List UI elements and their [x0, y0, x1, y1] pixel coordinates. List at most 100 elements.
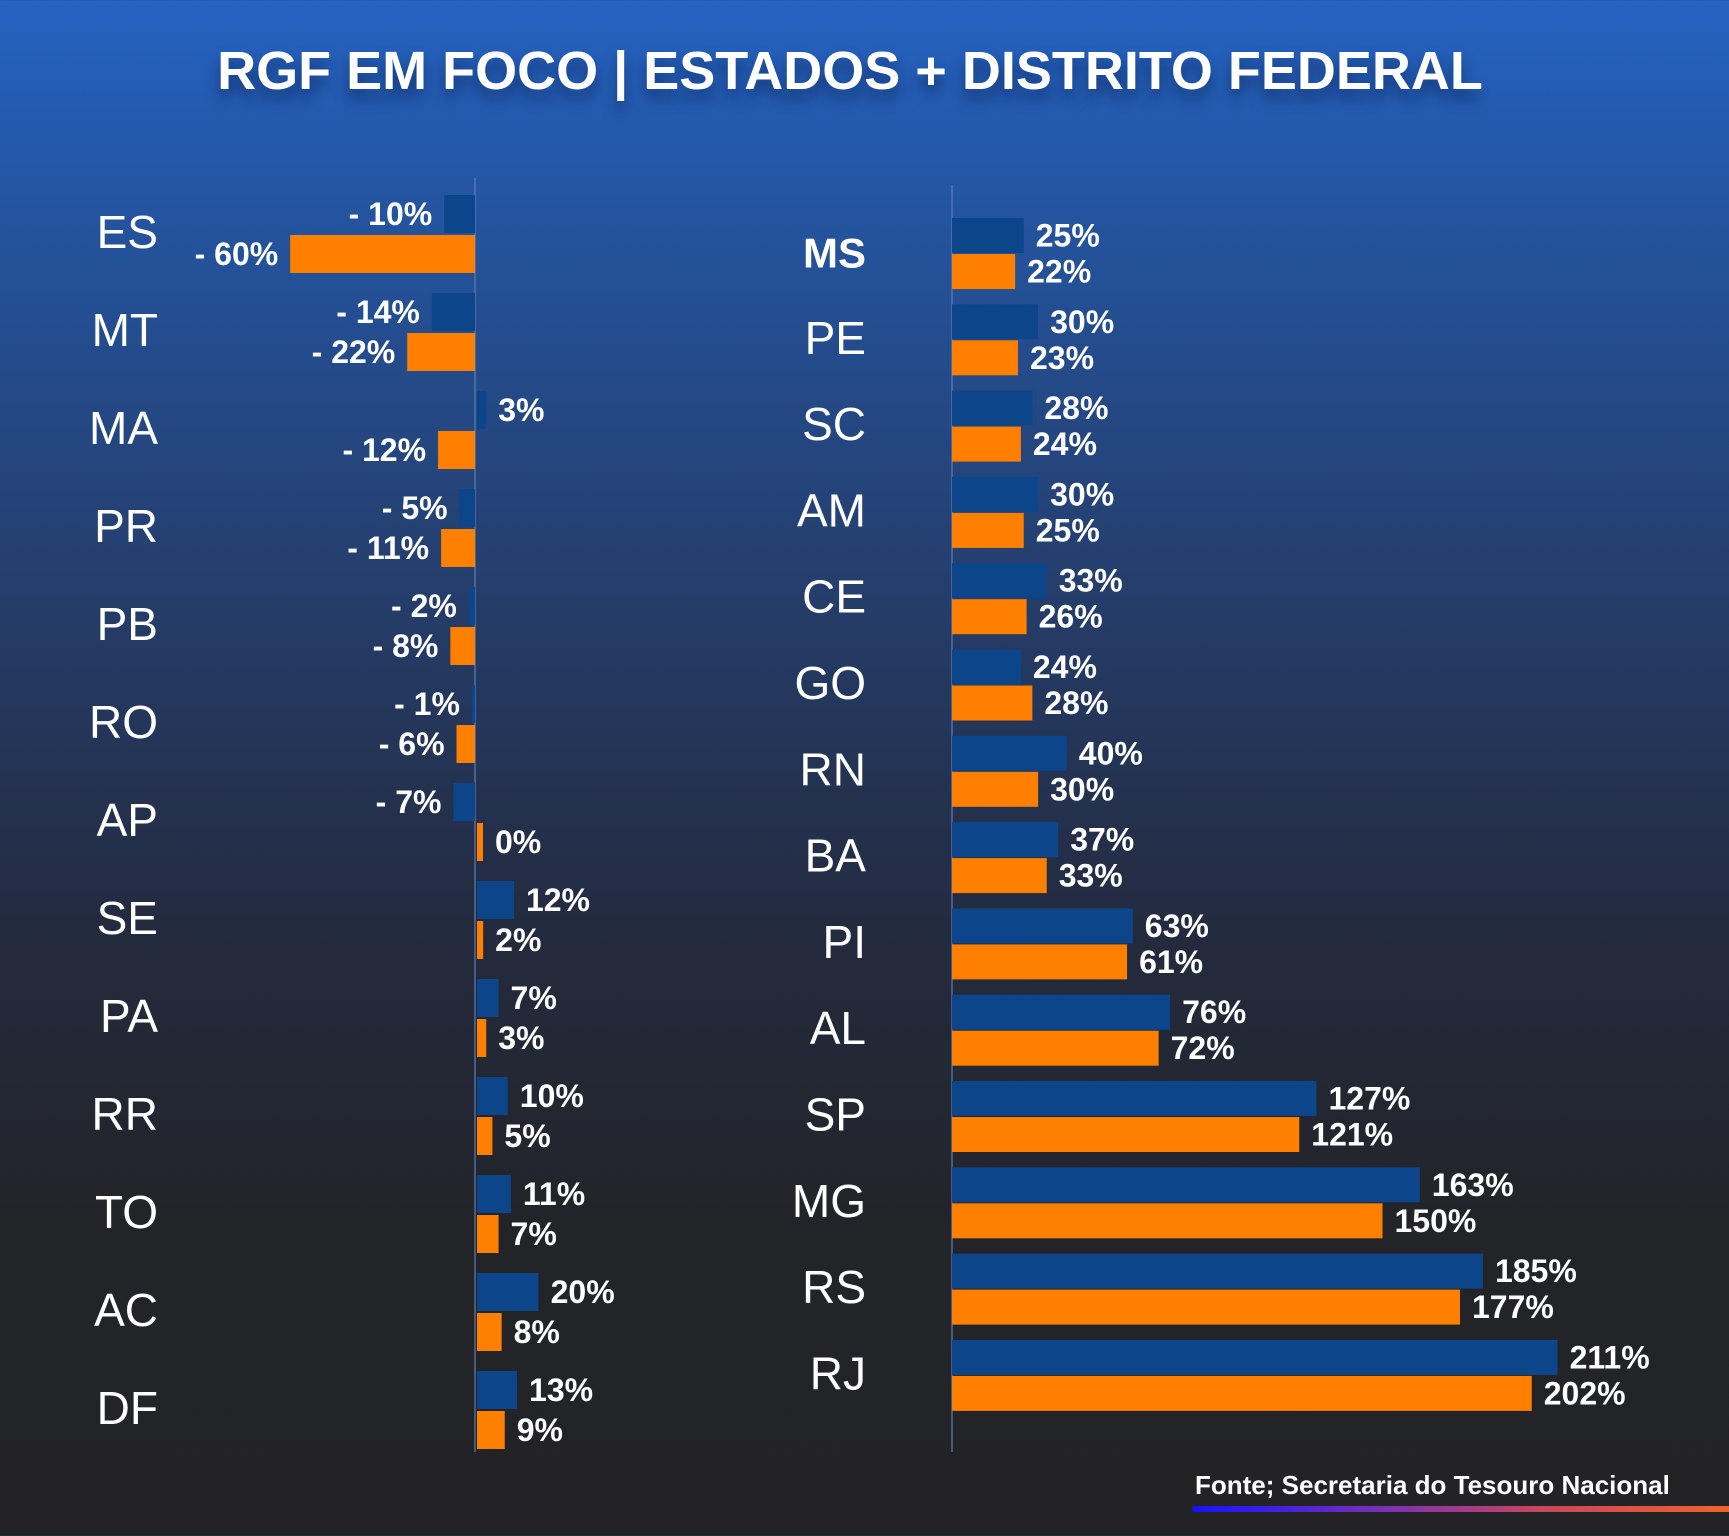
value-label-blue-RJ: 211% [1570, 1339, 1650, 1375]
bar-blue-SE [477, 881, 514, 919]
bar-orange-RO [456, 725, 475, 763]
category-label: SE [97, 892, 158, 944]
value-label-orange-SC: 24% [1033, 426, 1097, 462]
bar-blue-DF [477, 1371, 518, 1409]
bar-orange-PA [477, 1019, 487, 1057]
category-label: PI [823, 916, 866, 968]
value-label-orange-MA: - 12% [342, 432, 426, 468]
value-label-orange-RO: - 6% [379, 726, 445, 762]
value-label-blue-RS: 185% [1495, 1253, 1577, 1289]
value-label-orange-MG: 150% [1395, 1203, 1477, 1239]
value-label-blue-PB: - 2% [391, 588, 457, 624]
bar-blue-SC [952, 390, 1033, 426]
bar-orange-RN [952, 771, 1039, 807]
bar-orange-CE [952, 599, 1027, 635]
source-underline [1192, 1506, 1729, 1512]
bar-orange-SC [952, 426, 1021, 462]
bar-orange-MT [407, 333, 475, 371]
value-label-orange-PR: - 11% [347, 530, 429, 566]
chart-title: RGF EM FOCO | ESTADOS + DISTRITO FEDERAL [217, 41, 1483, 101]
value-label-orange-SP: 121% [1311, 1117, 1393, 1153]
bar-orange-PE [952, 340, 1019, 376]
category-label: GO [794, 657, 866, 709]
value-label-orange-SE: 2% [495, 922, 541, 958]
bar-orange-MA [438, 431, 475, 469]
value-label-blue-AP: - 7% [376, 784, 442, 820]
value-label-orange-TO: 7% [511, 1216, 557, 1252]
right-panel: MS 25%22%PE 30%23%SC 28%24%AM 30%25%CE 33%26%… [792, 185, 1650, 1452]
value-label-orange-RS: 177% [1472, 1289, 1554, 1325]
bar-blue-RJ [952, 1339, 1558, 1375]
category-label: BA [805, 830, 867, 882]
bar-orange-PI [952, 944, 1128, 980]
value-label-blue-SC: 28% [1044, 390, 1108, 426]
value-label-orange-AC: 8% [514, 1314, 560, 1350]
bar-orange-AC [477, 1313, 502, 1351]
bar-blue-AP [453, 783, 475, 821]
bar-blue-RN [952, 735, 1067, 771]
bar-blue-MT [431, 293, 475, 331]
bar-blue-MA [477, 391, 487, 429]
bar-blue-GO [952, 649, 1021, 685]
value-label-orange-AL: 72% [1171, 1030, 1235, 1066]
bar-blue-MG [952, 1167, 1420, 1203]
value-label-blue-AC: 20% [551, 1274, 615, 1310]
bar-orange-RR [477, 1117, 493, 1155]
bar-blue-PE [952, 304, 1039, 340]
bar-blue-RR [477, 1077, 508, 1115]
value-label-blue-AL: 76% [1182, 994, 1246, 1030]
bar-orange-MG [952, 1203, 1383, 1239]
value-label-orange-AM: 25% [1036, 512, 1100, 548]
category-label: PE [805, 312, 866, 364]
category-label: AC [94, 1284, 158, 1336]
category-label: PR [94, 500, 158, 552]
bar-orange-RS [952, 1289, 1460, 1325]
bar-orange-MS [952, 254, 1016, 289]
value-label-blue-PE: 30% [1050, 304, 1114, 340]
value-label-orange-GO: 28% [1044, 685, 1108, 721]
value-label-orange-MS: 22% [1027, 254, 1091, 290]
bar-orange-BA [952, 858, 1047, 894]
bar-blue-BA [952, 822, 1059, 858]
category-label: MT [92, 304, 158, 356]
category-label: PB [97, 598, 158, 650]
category-label: RN [800, 743, 866, 795]
value-label-blue-RN: 40% [1079, 735, 1143, 771]
category-label: RS [802, 1261, 866, 1313]
bar-blue-CE [952, 563, 1047, 599]
bar-blue-RO [471, 685, 475, 723]
category-label: PA [100, 990, 158, 1042]
bar-blue-AM [952, 476, 1039, 512]
bar-orange-PB [450, 627, 475, 665]
bar-blue-AL [952, 994, 1171, 1030]
value-label-orange-RJ: 202% [1544, 1375, 1626, 1411]
value-label-orange-MT: - 22% [312, 334, 396, 370]
value-label-blue-MA: 3% [498, 392, 544, 428]
bar-orange-DF [477, 1411, 505, 1449]
value-label-blue-GO: 24% [1033, 649, 1097, 685]
bar-blue-PR [459, 489, 475, 527]
value-label-blue-MS: 25% [1036, 218, 1100, 254]
category-label: MA [89, 402, 158, 454]
bar-orange-RJ [952, 1375, 1532, 1411]
bar-blue-PA [477, 979, 499, 1017]
value-label-blue-SE: 12% [526, 882, 590, 918]
bar-orange-PR [441, 529, 475, 567]
value-label-orange-CE: 26% [1039, 599, 1103, 635]
category-label: ES [97, 206, 158, 258]
bar-orange-AL [952, 1030, 1159, 1066]
value-label-blue-SP: 127% [1328, 1081, 1410, 1117]
category-label: RO [89, 696, 158, 748]
value-label-blue-RO: - 1% [394, 686, 460, 722]
value-label-orange-PB: - 8% [373, 628, 439, 664]
category-label: RJ [810, 1347, 866, 1399]
value-label-orange-RR: 5% [504, 1118, 550, 1154]
bar-blue-AC [477, 1273, 539, 1311]
bar-blue-RS [952, 1253, 1483, 1289]
bar-orange-SP [952, 1117, 1300, 1152]
bar-orange-TO [477, 1215, 499, 1253]
value-label-orange-DF: 9% [517, 1412, 563, 1448]
value-label-orange-BA: 33% [1059, 858, 1123, 894]
category-label: RR [92, 1088, 158, 1140]
